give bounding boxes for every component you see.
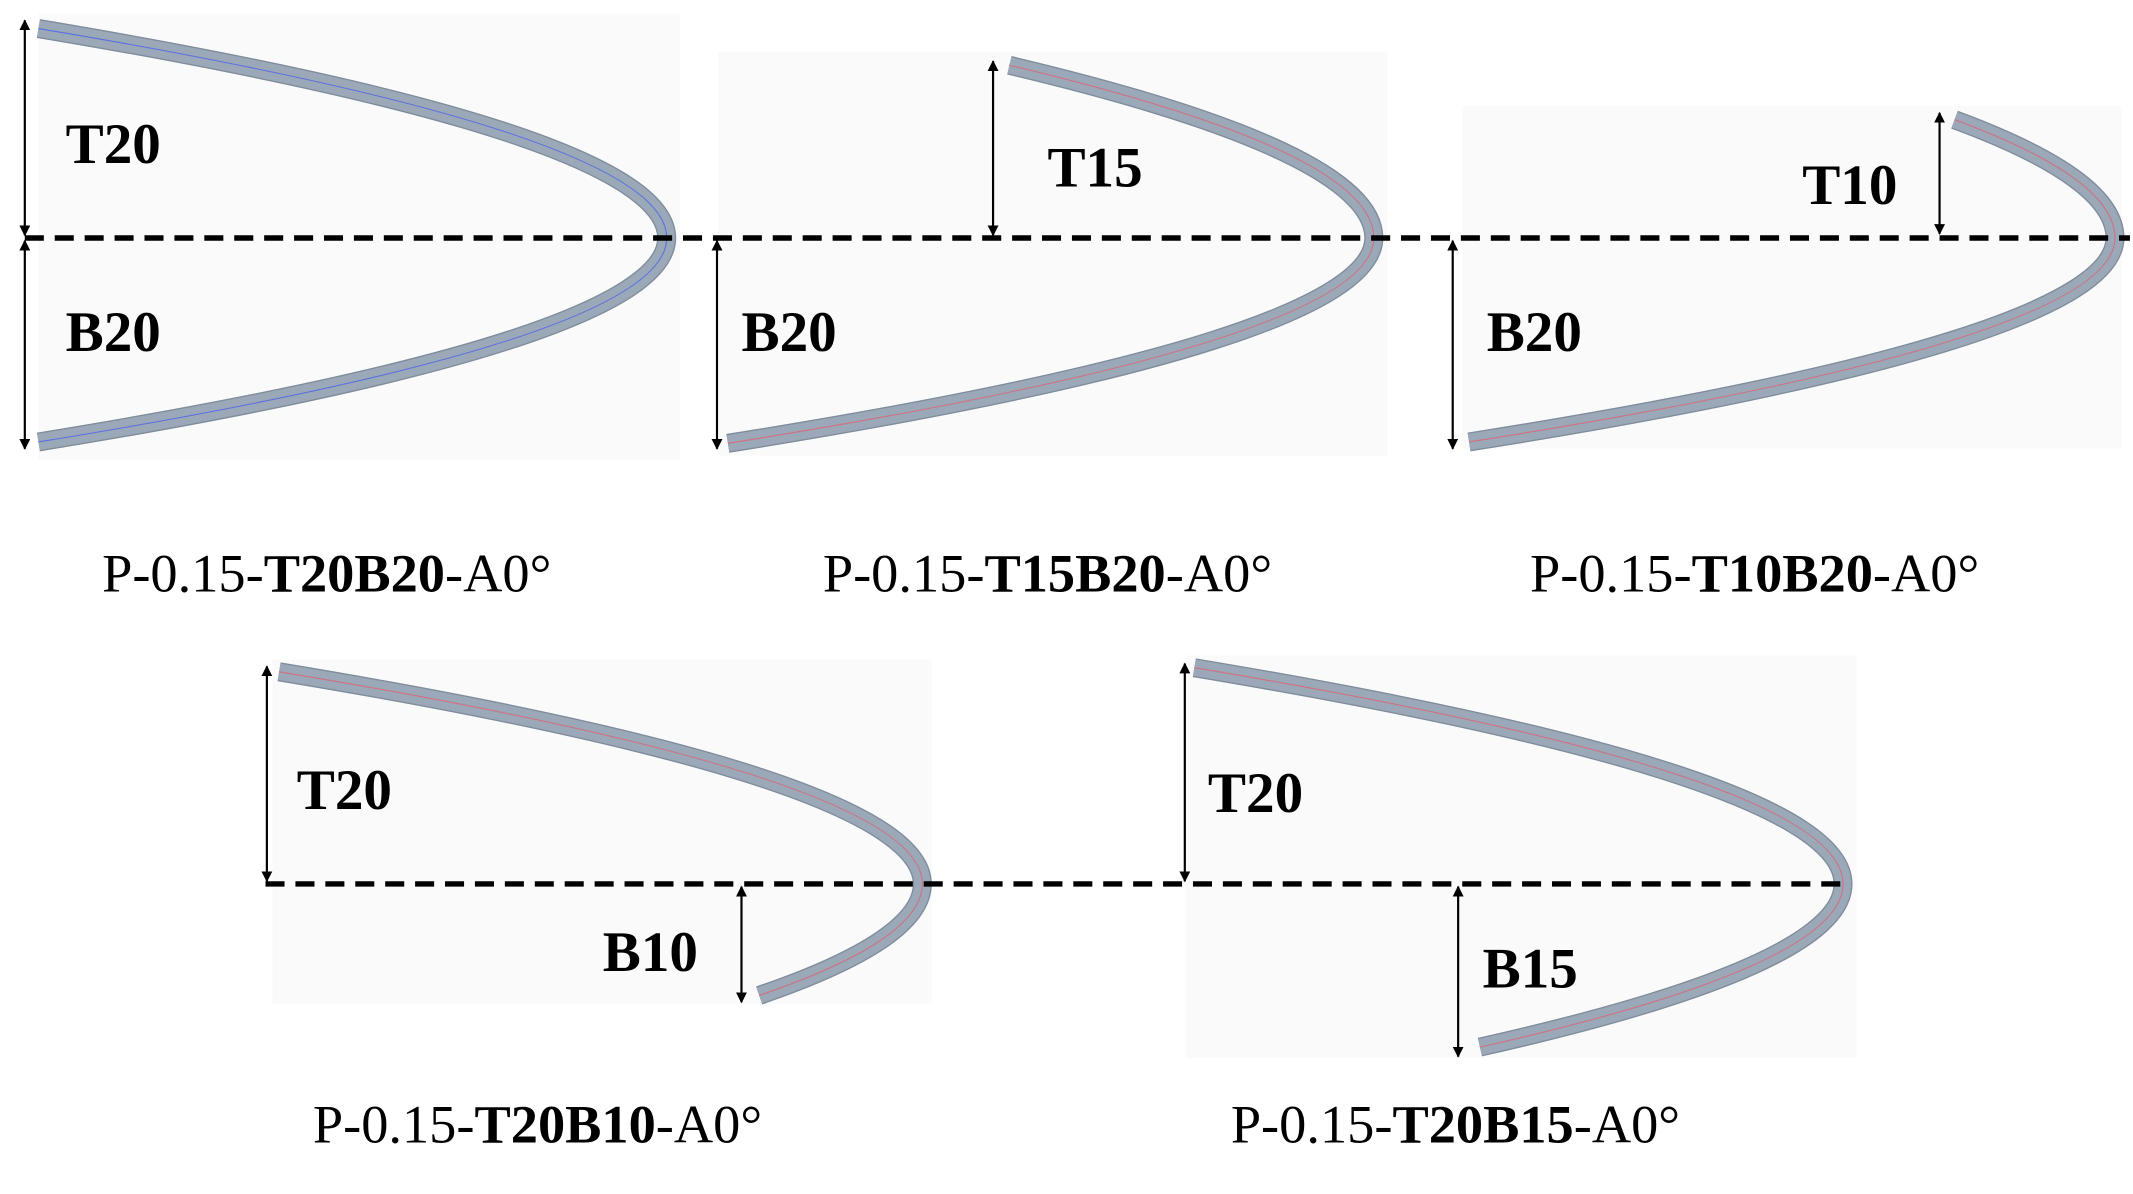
caption-config: T15B20	[984, 544, 1165, 604]
caption-suffix: -A0°	[445, 544, 551, 604]
panel-caption: P-0.15-T20B20-A0°	[102, 544, 551, 604]
caption-config: T20B15	[1392, 1094, 1573, 1154]
caption-suffix: -A0°	[1574, 1094, 1680, 1154]
panel-4	[261, 659, 932, 1005]
top-dimension-label: T10	[1802, 154, 1897, 217]
bottom-dimension-label: B20	[1487, 301, 1582, 364]
panel-caption: P-0.15-T20B15-A0°	[1231, 1094, 1680, 1154]
caption-config: T20B10	[475, 1094, 656, 1154]
bar-centerline	[1468, 119, 2116, 443]
bottom-dimension-label: B20	[741, 301, 836, 364]
panel-3	[1447, 106, 2125, 452]
bottom-dimension-label: B20	[66, 301, 161, 364]
panel-caption: P-0.15-T15B20-A0°	[823, 544, 1272, 604]
caption-suffix: -A0°	[656, 1094, 762, 1154]
caption-prefix: P-0.15-	[1530, 544, 1692, 604]
bar-centerline	[279, 671, 923, 996]
caption-suffix: -A0°	[1873, 544, 1979, 604]
caption-config: T10B20	[1692, 544, 1873, 604]
top-dimension-label: T20	[1208, 762, 1303, 825]
caption-suffix: -A0°	[1166, 544, 1272, 604]
caption-prefix: P-0.15-	[102, 544, 264, 604]
bottom-dimension-label: B10	[603, 921, 698, 984]
bar-centerline	[1194, 667, 1844, 1048]
top-dimension-label: T20	[66, 113, 161, 176]
panel-2	[711, 51, 1388, 456]
panel-caption: P-0.15-T20B10-A0°	[313, 1094, 762, 1154]
panel-background	[718, 51, 1388, 456]
panel-caption: P-0.15-T10B20-A0°	[1530, 544, 1979, 604]
caption-prefix: P-0.15-	[1231, 1094, 1393, 1154]
caption-config: T20B20	[264, 544, 445, 604]
caption-prefix: P-0.15-	[823, 544, 985, 604]
bottom-dimension-label: B15	[1483, 937, 1578, 1000]
bar-centerline	[727, 64, 1375, 444]
top-dimension-label: T20	[297, 759, 392, 822]
caption-prefix: P-0.15-	[313, 1094, 475, 1154]
panel-5	[1179, 655, 1857, 1059]
top-dimension-label: T15	[1047, 136, 1142, 199]
panel-background	[272, 659, 932, 1004]
